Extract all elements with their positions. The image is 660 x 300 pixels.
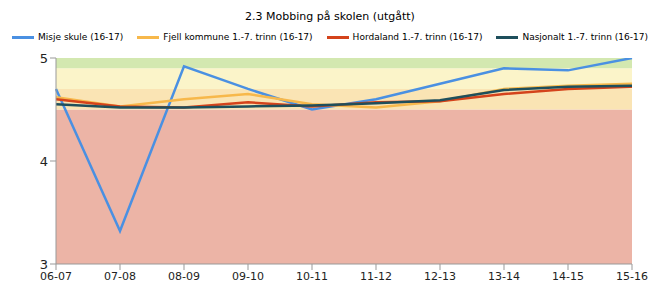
- svg-text:15-16: 15-16: [616, 270, 648, 283]
- html-text:2.3 Mobbing på skolen (utgått): 2.3 Mobbing på skolen (utgått): [245, 10, 415, 23]
- svg-text:13-14: 13-14: [488, 270, 520, 283]
- html-text:Nasjonalt 1.-7. trinn (16-17): Nasjonalt 1.-7. trinn (16-17): [522, 32, 648, 42]
- svg-text:3: 3: [40, 257, 48, 272]
- svg-text:4: 4: [40, 154, 48, 169]
- svg-text:12-13: 12-13: [424, 270, 456, 283]
- svg-text:11-12: 11-12: [360, 270, 392, 283]
- html-text:Misje skule (16-17): Misje skule (16-17): [38, 32, 124, 42]
- svg-text:14-15: 14-15: [552, 270, 584, 283]
- svg-text:08-09: 08-09: [168, 270, 200, 283]
- html-text:Hordaland 1.-7. trinn (16-17): Hordaland 1.-7. trinn (16-17): [352, 32, 483, 42]
- svg-text:06-07: 06-07: [40, 270, 72, 283]
- svg-text:09-10: 09-10: [232, 270, 264, 283]
- html-text:Fjell kommune 1.-7. trinn (16-: Fjell kommune 1.-7. trinn (16-17): [163, 32, 313, 42]
- svg-text:10-11: 10-11: [296, 270, 328, 283]
- svg-text:07-08: 07-08: [104, 270, 136, 283]
- svg-text:5: 5: [40, 51, 48, 66]
